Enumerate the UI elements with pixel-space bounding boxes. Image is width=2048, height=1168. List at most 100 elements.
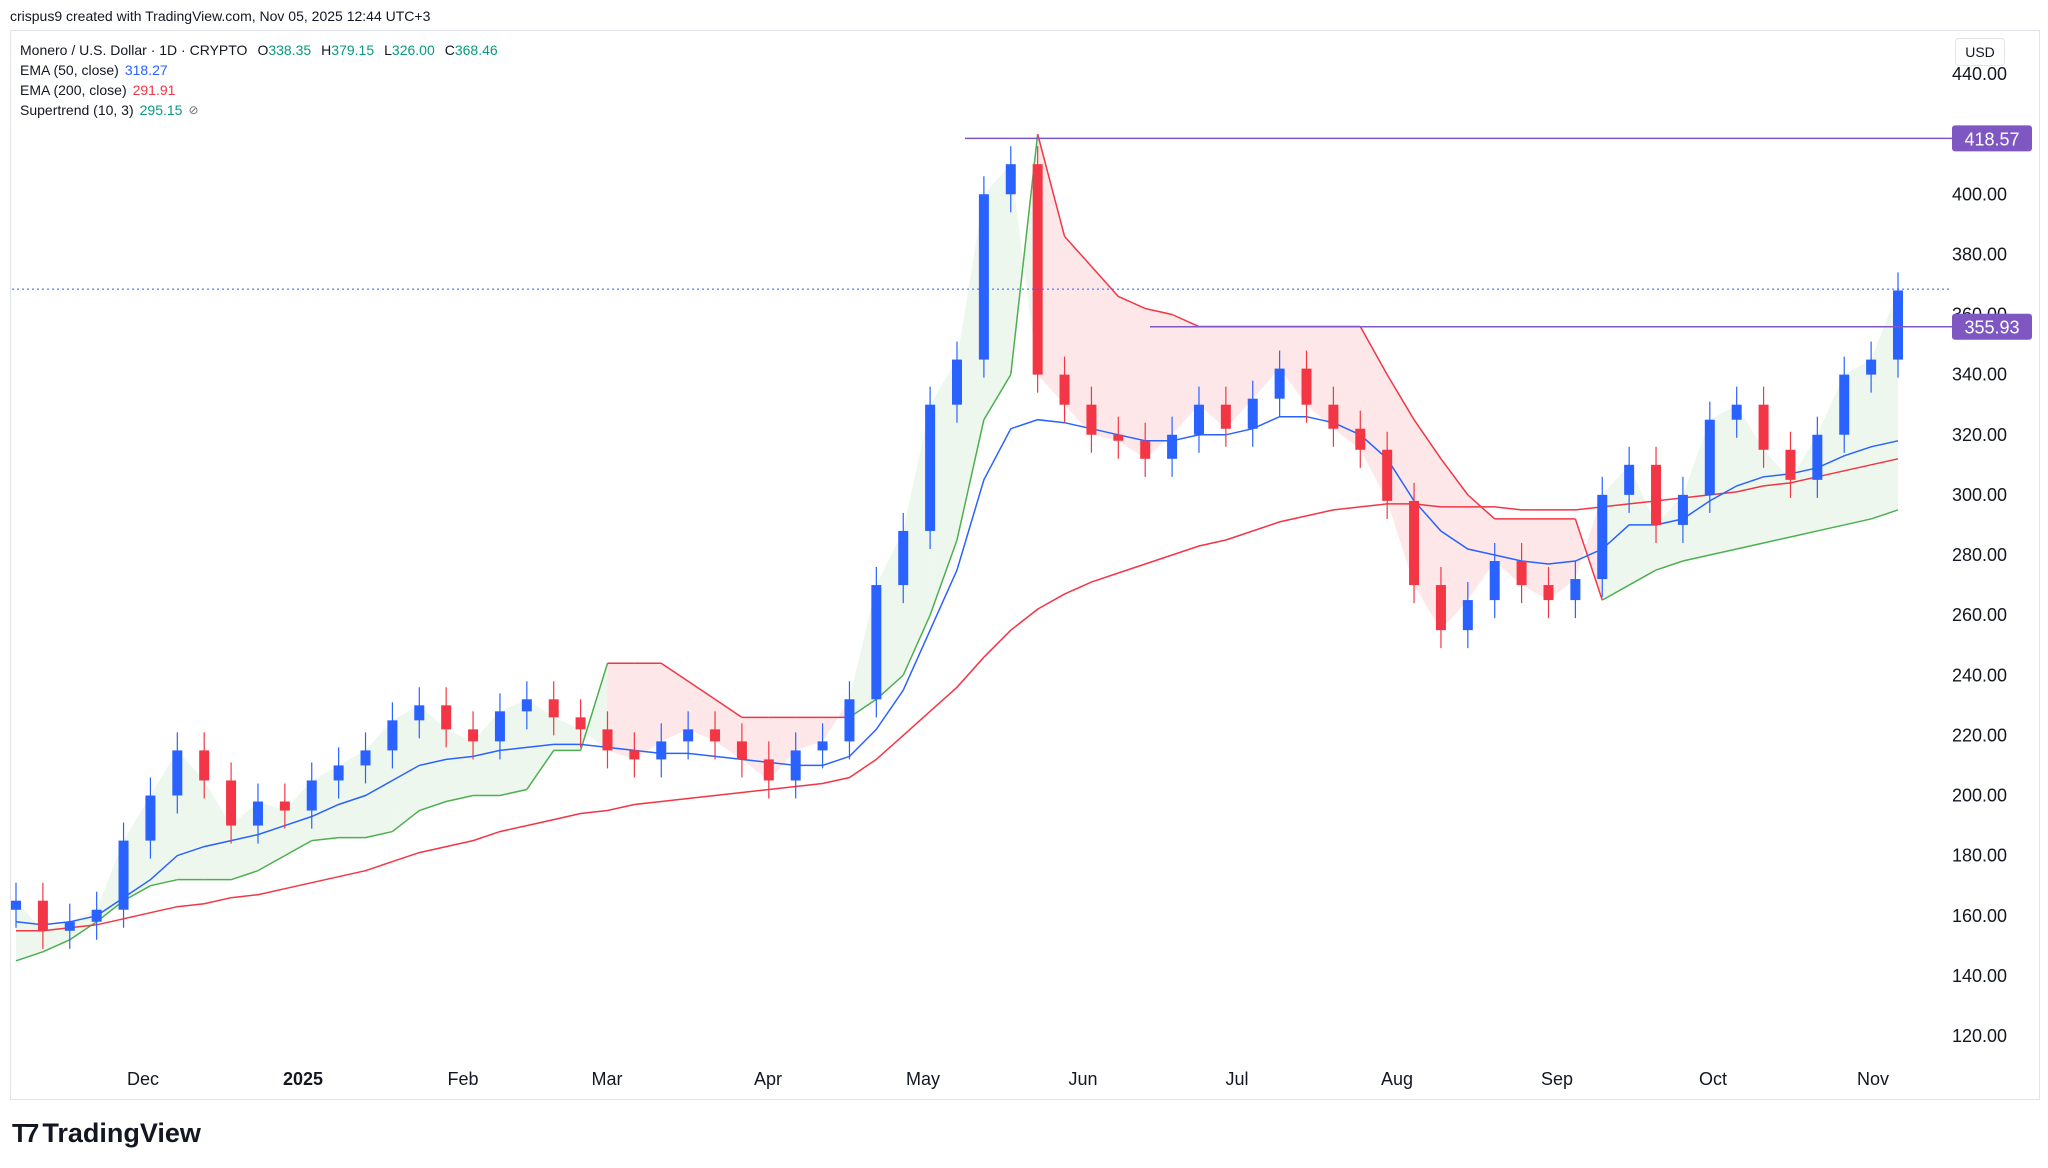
eye-off-icon[interactable]: ⊘ xyxy=(188,103,199,117)
candle-body xyxy=(145,795,156,841)
candle-body xyxy=(1301,368,1312,405)
brand-name: TradingView xyxy=(42,1118,201,1148)
supertrend-fill xyxy=(123,795,151,901)
supertrend-fill xyxy=(930,359,957,616)
candle-body xyxy=(118,840,129,910)
supertrend-line-segment xyxy=(446,794,474,803)
supertrend-line-segment xyxy=(1709,548,1737,556)
horizontal-level-tag xyxy=(1952,125,2032,152)
candle-body xyxy=(1704,419,1715,495)
price-tick-label: 120.00 xyxy=(1952,1026,2007,1046)
candle-body xyxy=(1462,600,1473,631)
ema50-label: EMA (50, close) xyxy=(20,62,119,78)
currency-selector[interactable]: USD xyxy=(1955,38,2005,66)
supertrend-line-segment xyxy=(1870,509,1899,520)
supertrend-legend-row[interactable]: Supertrend (10, 3) 295.15 ⊘ xyxy=(20,100,498,120)
supertrend-fill xyxy=(446,729,474,802)
supertrend-fill xyxy=(1575,494,1603,601)
supertrend-fill xyxy=(741,717,769,781)
supertrend-line-segment xyxy=(1601,584,1630,601)
candle-body xyxy=(521,699,532,712)
low-value: 326.00 xyxy=(391,42,435,58)
supertrend-line-segment xyxy=(1655,560,1684,571)
supertrend-line-segment xyxy=(983,374,1012,421)
supertrend-fill xyxy=(1145,308,1173,459)
candle-body xyxy=(952,359,962,405)
supertrend-label: Supertrend (10, 3) xyxy=(20,102,134,118)
supertrend-fill xyxy=(1467,494,1495,601)
candle-body xyxy=(1274,368,1285,399)
supertrend-line-segment xyxy=(391,809,420,833)
supertrend-fill xyxy=(661,663,689,742)
supertrend-line-segment xyxy=(1171,313,1200,328)
supertrend-fill xyxy=(822,699,850,742)
ema50-legend-row[interactable]: EMA (50, close) 318.27 xyxy=(20,60,498,80)
high-label: H xyxy=(321,42,332,58)
supertrend-fill xyxy=(1602,464,1630,601)
symbol-legend-row[interactable]: Monero / U.S. Dollar · 1D · CRYPTO O338.… xyxy=(20,40,498,60)
price-tick-label: 400.00 xyxy=(1952,184,2007,204)
supertrend-fill xyxy=(1252,326,1280,399)
candle-body xyxy=(1489,561,1500,601)
candle-body xyxy=(1570,579,1581,601)
time-axis-label: Oct xyxy=(1699,1069,1727,1089)
supertrend-fill xyxy=(1118,296,1146,459)
supertrend-line-segment xyxy=(1736,542,1764,550)
price-tick-label: 240.00 xyxy=(1952,665,2007,685)
price-tick-label: 440.00 xyxy=(1952,64,2007,84)
candle-body xyxy=(11,900,21,910)
candle-body xyxy=(763,759,774,781)
candle-body xyxy=(414,705,425,721)
candle-body xyxy=(1059,374,1070,405)
tradingview-logo[interactable]: T7 TradingView xyxy=(12,1118,201,1149)
supertrend-fill xyxy=(795,717,823,751)
candle-body xyxy=(252,801,263,826)
chart-frame xyxy=(10,30,2040,1100)
supertrend-fill xyxy=(1360,326,1388,501)
price-tick-label: 160.00 xyxy=(1952,906,2007,926)
ema50-line xyxy=(15,415,1899,926)
candle-body xyxy=(1785,449,1796,480)
time-axis-label: Jun xyxy=(1068,1069,1097,1089)
supertrend-fill xyxy=(1548,518,1576,601)
supertrend-line-segment xyxy=(1628,569,1657,586)
supertrend-line-segment xyxy=(1413,419,1442,460)
candle-body xyxy=(1140,440,1151,459)
supertrend-line-segment xyxy=(1145,307,1173,316)
candle-body xyxy=(91,909,102,922)
candle-body xyxy=(1758,404,1769,450)
time-axis-label: Sep xyxy=(1541,1069,1573,1089)
candle-body xyxy=(1355,428,1366,450)
candle-body xyxy=(656,741,667,760)
candle-body xyxy=(1328,404,1339,429)
chart-legend: Monero / U.S. Dollar · 1D · CRYPTO O338.… xyxy=(20,40,498,120)
supertrend-fill xyxy=(715,699,742,760)
candle-body xyxy=(199,750,210,781)
supertrend-fill xyxy=(257,801,285,871)
ema200-legend-row[interactable]: EMA (200, close) 291.91 xyxy=(20,80,498,100)
candle-body xyxy=(441,705,452,730)
supertrend-fill xyxy=(1279,326,1307,405)
ema50-value: 318.27 xyxy=(124,62,168,78)
candle-body xyxy=(736,741,747,760)
supertrend-line-segment xyxy=(902,614,931,676)
supertrend-fill xyxy=(553,717,581,751)
supertrend-line-segment xyxy=(365,830,393,839)
ema200-value: 291.91 xyxy=(132,82,176,98)
supertrend-line-segment xyxy=(257,854,286,872)
time-axis-label: Apr xyxy=(754,1069,782,1089)
candle-body xyxy=(710,729,721,742)
supertrend-line-segment xyxy=(284,839,313,857)
supertrend-line-segment xyxy=(1386,374,1415,421)
high-value: 379.15 xyxy=(331,42,375,58)
symbol-name[interactable]: Monero / U.S. Dollar · 1D · CRYPTO xyxy=(20,42,248,58)
supertrend-fill xyxy=(204,780,232,880)
supertrend-fill xyxy=(177,750,205,880)
candle-body xyxy=(1866,359,1877,375)
price-tick-label: 220.00 xyxy=(1952,725,2007,745)
candle-body xyxy=(1812,434,1823,480)
candle-body xyxy=(925,404,936,531)
supertrend-fill xyxy=(849,585,877,718)
candle-body xyxy=(306,780,317,811)
